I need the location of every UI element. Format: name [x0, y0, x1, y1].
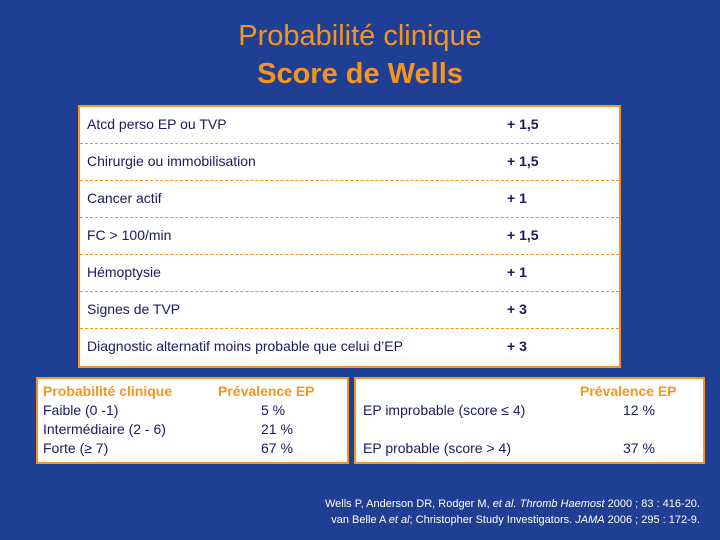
criteria-row: Chirurgie ou immobilisation + 1,5: [80, 144, 619, 181]
criteria-score: + 1: [507, 190, 527, 206]
probability-level: EP improbable (score ≤ 4): [363, 402, 526, 418]
three-level-probability-table: Probabilité clinique Prévalence EP Faibl…: [36, 377, 349, 464]
slide-subtitle: Score de Wells: [257, 58, 463, 90]
criteria-row: Diagnostic alternatif moins probable que…: [80, 329, 619, 366]
prevalence-value: 12 %: [623, 402, 655, 418]
ref-details: 2000 ; 83 : 416-20.: [604, 498, 700, 510]
ref-group: ; Christopher Study Investigators.: [409, 514, 576, 526]
prevalence-value: 37 %: [623, 440, 655, 456]
reference-wells: Wells P, Anderson DR, Rodger M, et al. T…: [325, 496, 700, 512]
references: Wells P, Anderson DR, Rodger M, et al. T…: [325, 496, 700, 528]
criteria-score: + 1,5: [507, 227, 539, 243]
ref-etal: et al.: [492, 498, 517, 510]
criteria-row: Hémoptysie + 1: [80, 255, 619, 292]
criteria-label: FC > 100/min: [87, 227, 172, 243]
prevalence-value: 5 %: [261, 402, 286, 418]
criteria-label: Cancer actif: [87, 190, 162, 206]
reference-van-belle: van Belle A et al; Christopher Study Inv…: [325, 512, 700, 528]
criteria-label: Hémoptysie: [87, 264, 161, 280]
probability-level: EP probable (score > 4): [363, 440, 511, 456]
criteria-score: + 3: [507, 301, 527, 317]
criteria-score: + 1,5: [507, 153, 539, 169]
probability-level: Intermédiaire (2 - 6): [43, 421, 166, 437]
criteria-label: Chirurgie ou immobilisation: [87, 153, 256, 169]
prevalence-value: 67 %: [261, 440, 293, 456]
prevalence-value: 21 %: [261, 421, 293, 437]
ref-authors: van Belle A: [331, 514, 389, 526]
probability-level: Faible (0 -1): [43, 402, 119, 418]
criteria-label: Signes de TVP: [87, 301, 181, 317]
two-level-probability-table: Prévalence EP EP improbable (score ≤ 4) …: [354, 377, 705, 464]
criteria-score: + 3: [507, 338, 527, 354]
criteria-label: Atcd perso EP ou TVP: [87, 116, 227, 132]
criteria-label: Diagnostic alternatif moins probable que…: [87, 338, 403, 354]
prevalence-header: Prévalence EP: [218, 383, 315, 399]
ref-journal: Thromb Haemost: [516, 498, 605, 510]
probability-level: Forte (≥ 7): [43, 440, 109, 456]
criteria-score: + 1: [507, 264, 527, 280]
criteria-row: Cancer actif + 1: [80, 181, 619, 218]
criteria-score: + 1,5: [507, 116, 539, 132]
criteria-row: FC > 100/min + 1,5: [80, 218, 619, 255]
slide-title: Probabilité clinique: [238, 20, 482, 52]
criteria-row: Signes de TVP + 3: [80, 292, 619, 329]
ref-details: 2006 ; 295 : 172-9.: [604, 514, 700, 526]
ref-etal: et al: [388, 514, 410, 526]
wells-criteria-table: Atcd perso EP ou TVP + 1,5 Chirurgie ou …: [78, 105, 621, 368]
ref-authors: Wells P, Anderson DR, Rodger M,: [324, 498, 493, 510]
probability-header: Probabilité clinique: [43, 383, 173, 399]
prevalence-header: Prévalence EP: [580, 383, 677, 399]
criteria-row: Atcd perso EP ou TVP + 1,5: [80, 107, 619, 144]
ref-journal: JAMA: [575, 514, 605, 526]
